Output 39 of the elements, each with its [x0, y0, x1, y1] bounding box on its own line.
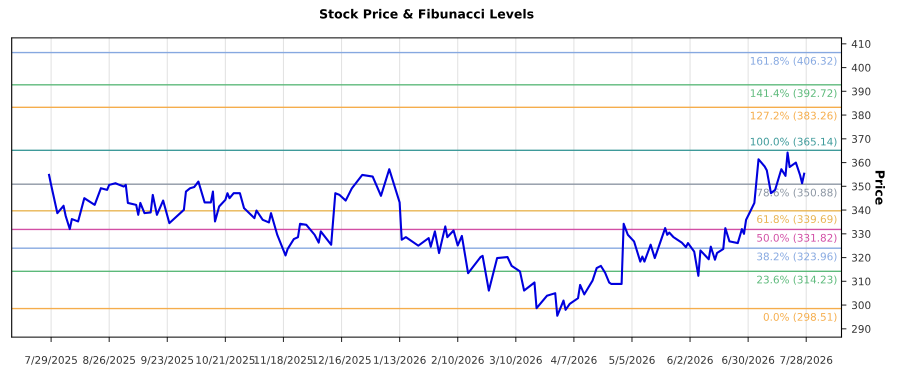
- ref-line-label: 0.0% (298.51): [764, 312, 836, 322]
- y-tick-label: 360: [852, 158, 870, 167]
- x-tick-label: 7/28/2026: [780, 356, 832, 365]
- y-tick-label: 410: [852, 40, 870, 48]
- ref-line-label: 100.0% (365.14): [750, 138, 836, 147]
- y-tick-label: 290: [852, 325, 870, 333]
- x-tick-label: 12/16/2025: [312, 356, 371, 365]
- ref-line-label: 78.6% (350.88): [757, 188, 836, 198]
- x-tick-label: 4/7/2026: [551, 356, 597, 365]
- y-tick-label: 310: [852, 278, 870, 286]
- x-tick-label: 2/10/2026: [432, 356, 484, 365]
- ref-line-label: 23.6% (314.23): [757, 275, 836, 285]
- y-tick-label: 370: [852, 135, 870, 143]
- y-tick-label: 330: [852, 230, 870, 238]
- ref-line-label: 38.2% (323.96): [757, 252, 836, 262]
- y-tick-label: 380: [852, 111, 870, 120]
- ref-line-label: 61.8% (339.69): [757, 214, 836, 224]
- y-tick-label: 320: [852, 254, 870, 262]
- x-tick-label: 10/21/2025: [196, 356, 254, 365]
- y-tick-label: 300: [852, 301, 870, 310]
- x-tick-label: 3/10/2026: [490, 356, 542, 365]
- x-tick-label: 8/26/2025: [83, 356, 135, 365]
- y-axis-title: Price: [875, 170, 885, 205]
- ref-line-label: 161.8% (406.32): [750, 56, 836, 66]
- x-tick-label: 9/23/2025: [141, 356, 194, 365]
- y-tick-label: 400: [852, 64, 870, 72]
- x-tick-label: 6/2/2026: [667, 356, 713, 365]
- x-tick-label: 11/18/2025: [254, 356, 313, 365]
- y-tick-label: 350: [852, 182, 870, 190]
- x-tick-label: 5/5/2026: [609, 356, 655, 365]
- y-tick-label: 390: [852, 88, 870, 96]
- x-tick-label: 1/13/2026: [374, 356, 426, 365]
- x-tick-label: 6/30/2026: [722, 356, 774, 365]
- ref-line-label: 50.0% (331.82): [757, 234, 836, 243]
- x-tick-label: 7/29/2025: [25, 356, 77, 365]
- chart-title: Stock Price & Fibunacci Levels: [320, 8, 534, 19]
- ref-line-label: 141.4% (392.72): [750, 89, 836, 98]
- y-tick-label: 340: [852, 206, 870, 214]
- ref-line-label: 127.2% (383.26): [750, 112, 836, 121]
